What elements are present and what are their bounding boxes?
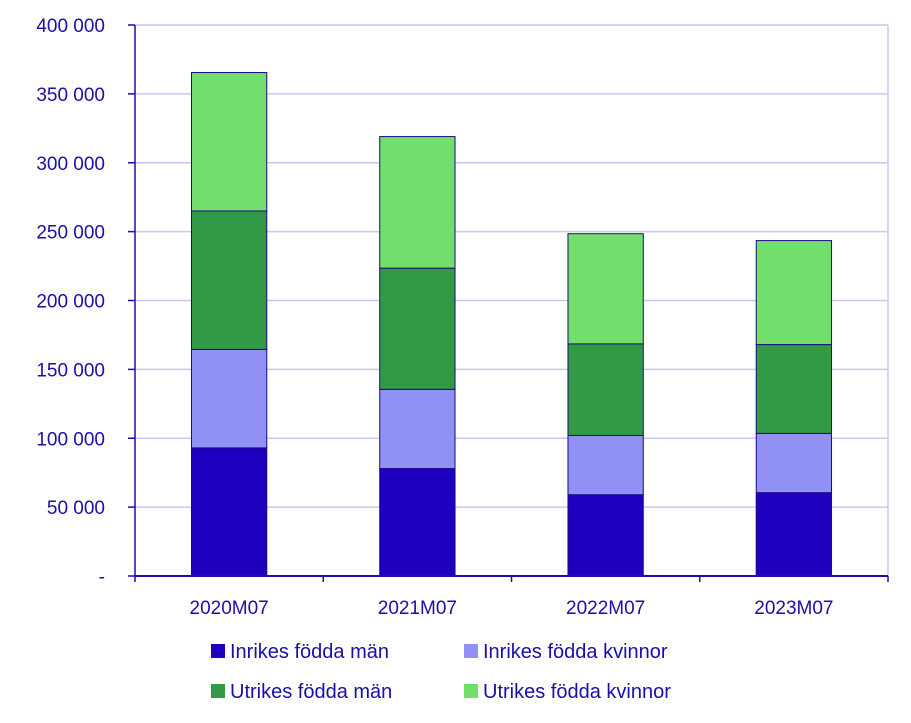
bar-segment [380, 137, 455, 269]
bar-segment [568, 234, 643, 344]
y-axis-ticks: - 50 000 100 000 150 000 200 000 250 000 300 0… [36, 16, 135, 588]
bar-segment [756, 345, 831, 434]
legend: Inrikes födda män Inrikes födda kvinnor Ut… [211, 641, 671, 703]
y-tick-label: 400 000 [36, 16, 105, 37]
x-tick-label: 2020M07 [190, 598, 269, 619]
bar-segment [191, 211, 266, 349]
bar-segment [568, 344, 643, 436]
x-axis-ticks: 2020M07 2021M07 2022M07 2023M07 [135, 576, 888, 619]
y-tick-label: - [99, 567, 105, 588]
bar-segment [756, 241, 831, 345]
y-tick-label: 150 000 [36, 360, 105, 381]
bar-segment [756, 493, 831, 576]
x-tick-label: 2022M07 [566, 598, 645, 619]
legend-label: Inrikes födda kvinnor [483, 641, 668, 663]
bar-segment [191, 73, 266, 211]
y-tick-label: 250 000 [36, 223, 105, 244]
legend-swatch [464, 684, 478, 698]
bar-segment [191, 448, 266, 576]
bar-segment [191, 349, 266, 447]
bars [191, 73, 831, 576]
legend-label: Utrikes födda kvinnor [483, 681, 671, 703]
y-tick-label: 200 000 [36, 292, 105, 313]
legend-label: Inrikes födda män [230, 641, 389, 663]
bar-segment [756, 433, 831, 492]
bar-segment [568, 495, 643, 576]
legend-swatch [211, 684, 225, 698]
bar-segment [380, 389, 455, 468]
bar-segment [380, 469, 455, 576]
x-tick-label: 2023M07 [754, 598, 833, 619]
legend-label: Utrikes födda män [230, 681, 392, 703]
y-tick-label: 300 000 [36, 154, 105, 175]
y-tick-label: 50 000 [47, 498, 105, 519]
legend-swatch [211, 644, 225, 658]
y-tick-label: 100 000 [36, 429, 105, 450]
legend-swatch [464, 644, 478, 658]
y-tick-label: 350 000 [36, 85, 105, 106]
x-tick-label: 2021M07 [378, 598, 457, 619]
bar-segment [568, 435, 643, 494]
bar-segment [380, 268, 455, 389]
